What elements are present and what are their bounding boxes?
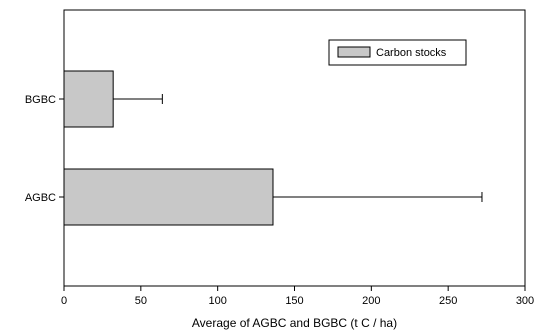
- x-tick-label: 0: [61, 295, 67, 307]
- x-tick-label: 150: [285, 295, 303, 307]
- legend: Carbon stocks: [328, 39, 467, 66]
- bar-agbc: [63, 168, 274, 226]
- x-tick-label: 100: [208, 295, 226, 307]
- x-axis: 0 50 100 150 200 250 300: [61, 286, 534, 307]
- y-axis: BGBC AGBC: [25, 94, 64, 204]
- legend-label: Carbon stocks: [376, 47, 447, 59]
- legend-swatch: [337, 46, 371, 58]
- x-tick-label: 50: [135, 295, 147, 307]
- bar-bgbc: [63, 70, 114, 128]
- y-tick-label: AGBC: [25, 192, 56, 204]
- x-tick-label: 300: [516, 295, 534, 307]
- y-tick-label: BGBC: [25, 94, 56, 106]
- x-tick-label: 200: [362, 295, 380, 307]
- x-axis-title: Average of AGBC and BGBC (t C / ha): [192, 316, 397, 330]
- bars-group: [63, 70, 483, 226]
- x-tick-label: 250: [439, 295, 457, 307]
